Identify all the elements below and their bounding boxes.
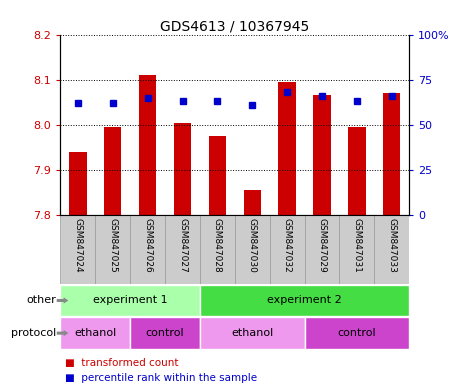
Text: GSM847030: GSM847030 — [248, 218, 257, 273]
Text: GSM847024: GSM847024 — [73, 218, 82, 273]
Bar — [374, 215, 409, 284]
Bar — [165, 215, 200, 284]
Text: ethanol: ethanol — [74, 328, 116, 338]
Text: control: control — [338, 328, 376, 338]
Bar — [279, 82, 296, 215]
Bar — [235, 215, 270, 284]
Bar — [383, 93, 400, 215]
Bar — [305, 318, 409, 349]
Text: GSM847025: GSM847025 — [108, 218, 117, 273]
Text: other: other — [26, 295, 56, 306]
Bar — [174, 122, 191, 215]
Bar — [69, 152, 86, 215]
Text: GSM847032: GSM847032 — [283, 218, 292, 273]
Bar — [339, 215, 374, 284]
Bar — [60, 215, 95, 284]
Text: ■  transformed count: ■ transformed count — [65, 358, 179, 368]
Text: ethanol: ethanol — [231, 328, 273, 338]
Text: experiment 1: experiment 1 — [93, 295, 167, 306]
Bar — [200, 285, 409, 316]
Bar — [209, 136, 226, 215]
Bar — [244, 190, 261, 215]
Bar — [313, 96, 331, 215]
Text: protocol: protocol — [11, 328, 56, 338]
Text: control: control — [146, 328, 185, 338]
Text: GSM847033: GSM847033 — [387, 218, 396, 273]
Bar — [305, 215, 339, 284]
Bar — [200, 215, 235, 284]
Text: GSM847028: GSM847028 — [213, 218, 222, 273]
Text: GSM847031: GSM847031 — [352, 218, 361, 273]
Bar — [60, 318, 130, 349]
Title: GDS4613 / 10367945: GDS4613 / 10367945 — [160, 20, 309, 33]
Bar — [130, 318, 200, 349]
Bar — [200, 318, 305, 349]
Text: GSM847029: GSM847029 — [318, 218, 326, 273]
Text: GSM847026: GSM847026 — [143, 218, 152, 273]
Text: GSM847027: GSM847027 — [178, 218, 187, 273]
Bar — [139, 75, 156, 215]
Bar — [348, 127, 365, 215]
Bar — [95, 215, 130, 284]
Bar — [60, 285, 200, 316]
Text: ■  percentile rank within the sample: ■ percentile rank within the sample — [65, 373, 257, 383]
Bar — [104, 127, 121, 215]
Text: experiment 2: experiment 2 — [267, 295, 342, 306]
Bar — [270, 215, 305, 284]
Bar — [130, 215, 165, 284]
